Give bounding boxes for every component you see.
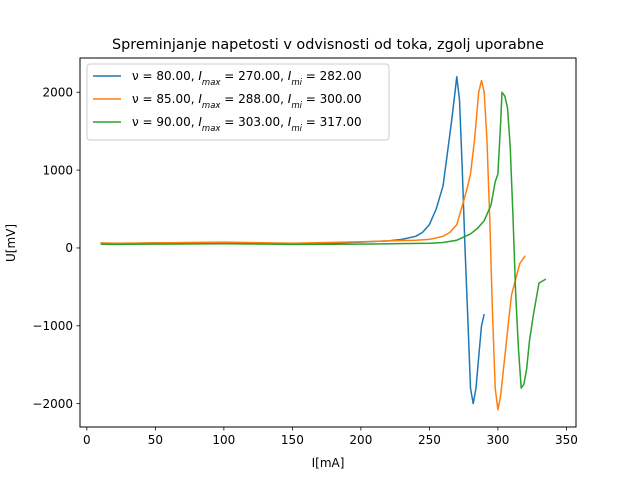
y-tick-label: 1000	[42, 163, 73, 177]
x-tick-label: 150	[281, 433, 304, 447]
x-tick-label: 50	[148, 433, 163, 447]
y-axis: −2000 −1000 0 1000 2000	[32, 86, 80, 411]
x-axis-label: I[mA]	[312, 456, 345, 470]
x-axis: 0 50 100 150 200 250 300 350	[83, 427, 578, 447]
legend: ν = 80.00, Imax = 270.00, Imi = 282.00 ν …	[86, 63, 390, 141]
x-tick-label: 250	[418, 433, 441, 447]
y-tick-label: −1000	[32, 319, 73, 333]
series-line-2	[100, 79, 526, 411]
x-tick-label: 300	[486, 433, 509, 447]
y-tick-label: 2000	[42, 86, 73, 100]
x-tick-label: 0	[83, 433, 91, 447]
legend-label-2: ν = 85.00, Imax = 288.00, Imi = 300.00	[132, 92, 362, 111]
legend-label-3: ν = 90.00, Imax = 303.00, Imi = 317.00	[132, 115, 362, 134]
y-axis-label: U[mV]	[4, 224, 18, 262]
y-tick-label: −2000	[32, 397, 73, 411]
x-tick-label: 100	[212, 433, 235, 447]
series-line-3	[100, 91, 547, 389]
chart-title: Spreminjanje napetosti v odvisnosti od t…	[112, 37, 544, 53]
x-tick-label: 350	[555, 433, 578, 447]
x-tick-label: 200	[349, 433, 372, 447]
legend-label-1: ν = 80.00, Imax = 270.00, Imi = 282.00	[132, 69, 362, 88]
y-tick-label: 0	[65, 241, 73, 255]
plot-lines	[100, 75, 547, 411]
legend-box	[86, 63, 390, 141]
plot-frame	[79, 57, 577, 428]
